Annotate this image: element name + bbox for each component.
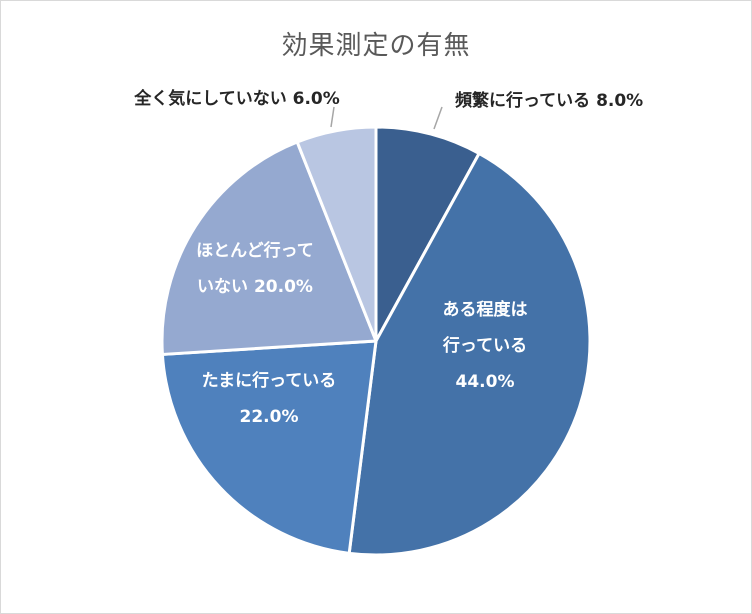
slice-label-line: 行っている <box>442 335 527 356</box>
slice-label-4: ほとんど行っていない 20.0% <box>196 240 314 297</box>
slice-label-2: ある程度は行っている 44.0% <box>442 299 528 392</box>
pie-slice-1 <box>374 125 481 343</box>
chart-title: 効果測定の有無 <box>281 31 471 61</box>
slice-label-1: 頻繁に行っている 8.0% <box>454 90 643 111</box>
slice-label-3: たまに行っている 22.0% <box>202 370 337 427</box>
slice-label-line: いない 20.0% <box>197 277 313 297</box>
pie-slice-3 <box>160 339 378 555</box>
slice-label-line: 全く気にしていない 6.0% <box>133 88 340 109</box>
leader-line-5 <box>330 106 335 128</box>
slice-label-line: ほとんど行って <box>196 240 314 261</box>
pie-slice-5 <box>295 125 378 343</box>
leader-line-1 <box>433 106 443 130</box>
slice-label-line: 22.0% <box>240 407 299 427</box>
slice-label-5: 全く気にしていない 6.0% <box>133 88 340 109</box>
slice-label-line: ある程度は <box>443 299 528 320</box>
slice-label-line: たまに行っている <box>202 370 337 391</box>
slice-label-line: 頻繁に行っている 8.0% <box>454 90 643 111</box>
pie-slice-4 <box>160 140 378 356</box>
pie-slice-2 <box>347 151 592 557</box>
slice-label-line: 44.0% <box>456 372 515 392</box>
